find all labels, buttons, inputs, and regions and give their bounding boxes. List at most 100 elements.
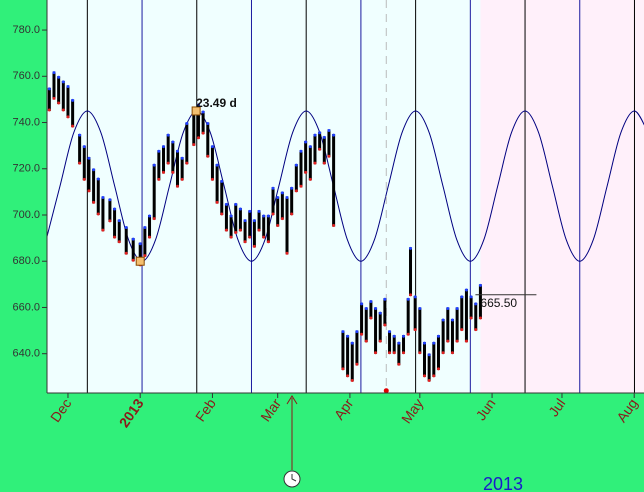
price-bar xyxy=(436,335,440,370)
price-bar xyxy=(252,219,256,248)
low-dot xyxy=(52,96,56,100)
high-dot xyxy=(78,133,82,137)
low-dot xyxy=(252,244,256,248)
price-bar xyxy=(294,164,298,192)
high-dot xyxy=(138,242,142,246)
low-dot xyxy=(418,351,422,355)
price-bar xyxy=(392,335,396,354)
price-bar xyxy=(422,342,426,377)
high-dot xyxy=(294,163,298,167)
low-dot xyxy=(378,339,382,343)
low-dot xyxy=(61,108,65,112)
price-bar xyxy=(66,85,70,118)
price-bar xyxy=(238,208,242,232)
high-dot xyxy=(131,237,135,241)
high-dot xyxy=(152,163,156,167)
high-dot xyxy=(280,191,284,195)
price-bar xyxy=(210,145,214,181)
low-dot xyxy=(441,351,445,355)
high-dot xyxy=(206,122,210,126)
price-bar xyxy=(332,134,336,227)
high-dot xyxy=(224,202,228,206)
high-dot xyxy=(87,156,91,160)
x-tick-label: Mar xyxy=(257,395,284,424)
price-bar xyxy=(78,134,82,165)
high-dot xyxy=(290,186,294,190)
low-dot xyxy=(313,161,317,165)
price-bar xyxy=(383,298,387,326)
price-bar xyxy=(266,214,270,243)
price-bar xyxy=(388,330,392,354)
low-dot xyxy=(196,136,200,140)
cycle-marker xyxy=(191,106,201,116)
high-dot xyxy=(322,135,326,139)
low-dot xyxy=(350,378,354,382)
high-dot xyxy=(360,302,364,306)
low-dot xyxy=(276,224,280,228)
price-bar xyxy=(313,134,317,165)
low-dot xyxy=(290,212,294,216)
low-dot xyxy=(192,143,196,147)
price-bar xyxy=(355,330,359,366)
low-dot xyxy=(402,351,406,355)
price-bar xyxy=(262,214,266,239)
price-bar xyxy=(257,210,261,232)
price-bar xyxy=(215,164,219,204)
high-dot xyxy=(427,353,431,357)
high-dot xyxy=(157,149,161,153)
high-dot xyxy=(215,163,219,167)
x-tick-label: 2013 xyxy=(116,395,147,430)
low-dot xyxy=(427,378,431,382)
price-bar xyxy=(196,104,200,139)
x-tick-label: Jul xyxy=(545,396,568,420)
high-dot xyxy=(248,209,252,213)
price-bar xyxy=(220,180,224,215)
price-bar xyxy=(201,110,205,135)
price-bar xyxy=(148,214,152,239)
high-dot xyxy=(185,122,189,126)
high-dot xyxy=(402,334,406,338)
high-dot xyxy=(257,209,261,213)
x-tick-label: May xyxy=(398,396,426,427)
low-dot xyxy=(364,339,368,343)
high-dot xyxy=(378,311,382,315)
price-bar xyxy=(474,302,478,331)
clock-icon[interactable] xyxy=(283,470,301,488)
price-bar xyxy=(374,307,378,354)
high-dot xyxy=(341,330,345,334)
low-dot xyxy=(432,374,436,378)
low-dot xyxy=(166,161,170,165)
high-dot xyxy=(117,219,121,223)
low-dot xyxy=(406,332,410,336)
low-dot xyxy=(108,219,112,223)
x-tick-label: Aug xyxy=(613,396,640,426)
price-bar xyxy=(360,302,364,336)
high-dot xyxy=(304,140,308,144)
high-dot xyxy=(196,103,200,107)
low-dot xyxy=(436,367,440,371)
y-tick-label: 740.0 xyxy=(12,116,40,128)
low-dot xyxy=(450,351,454,355)
high-dot xyxy=(332,133,336,137)
high-dot xyxy=(318,131,322,135)
high-dot xyxy=(52,71,56,75)
low-dot xyxy=(397,362,401,366)
low-dot xyxy=(131,258,135,262)
low-dot xyxy=(369,316,373,320)
high-dot xyxy=(148,214,152,218)
high-dot xyxy=(432,341,436,345)
price-bar xyxy=(402,335,406,354)
low-dot xyxy=(229,235,233,239)
low-dot xyxy=(469,316,473,320)
price-bar xyxy=(87,157,91,192)
price-bar xyxy=(464,288,468,343)
x-tick-label: Jun xyxy=(472,396,498,424)
signal-dot xyxy=(383,388,389,393)
low-dot xyxy=(238,228,242,232)
y-tick-label: 780.0 xyxy=(12,24,40,36)
low-dot xyxy=(374,351,378,355)
price-bar xyxy=(350,342,354,382)
price-bar xyxy=(52,71,56,100)
low-dot xyxy=(478,316,482,320)
annotation: 23.49 d xyxy=(196,96,237,110)
